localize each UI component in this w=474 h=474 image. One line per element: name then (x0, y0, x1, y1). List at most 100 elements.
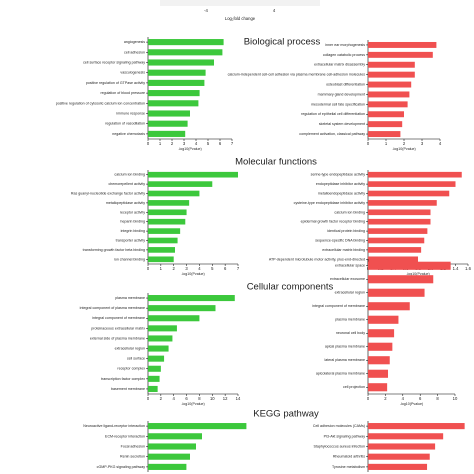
x-tick-label: 10 (210, 396, 215, 401)
x-tick-label: 7 (237, 266, 240, 271)
category-label: Rheumatoid arthritis (333, 455, 365, 459)
x-tick-label: 0 (147, 396, 150, 401)
bar (148, 190, 200, 197)
bar (148, 463, 187, 470)
bar (148, 315, 200, 322)
category-label: Ras guanyl-nucleotide exchange factor ac… (71, 191, 145, 195)
bar (148, 90, 200, 97)
category-label: Neuroactive ligand-receptor interaction (83, 424, 145, 428)
bar (368, 247, 422, 253)
category-label: skeletal system development (319, 122, 365, 126)
category-label: ATP-dependent microtubule motor activity… (269, 257, 365, 261)
category-label: receptor activity (120, 210, 145, 214)
bar (148, 295, 235, 302)
bar (368, 228, 428, 234)
volcano-plot-edge (160, 0, 320, 6)
category-label: Cell adhesion molecules (CAMs) (313, 424, 365, 428)
category-label: extracellular region (335, 291, 365, 295)
category-label: identical protein binding (327, 229, 365, 233)
category-label: apicolateral plasma membrane (316, 372, 365, 376)
category-label: angiogenesis (124, 40, 145, 44)
x-tick-label: 0 (147, 266, 150, 271)
bar (148, 49, 223, 56)
bar (148, 79, 205, 86)
x-tick-label: 1.6 (465, 266, 471, 271)
category-label: regulation of vasodilation (105, 122, 145, 126)
category-label: transcription factor complex (101, 377, 145, 381)
bar (368, 91, 410, 98)
section-title: Cellular components (247, 282, 334, 293)
x-axis-label: -log10(Pvalue) (181, 272, 204, 276)
x-tick-label: 3 (183, 141, 186, 146)
bar (148, 345, 169, 352)
category-label: inner ear morphogenesis (325, 43, 365, 47)
category-label: basement membrane (111, 387, 145, 391)
category-label: transporter activity (116, 238, 146, 242)
bar (368, 463, 428, 470)
bar (148, 365, 161, 372)
category-label: calcium-independent cell-cell adhesion v… (228, 73, 366, 77)
section-title: Molecular functions (235, 157, 317, 168)
bar (148, 385, 158, 392)
x-axis-label: -log10(Pvalue) (392, 147, 415, 151)
bar (148, 120, 188, 127)
category-label: cysteine-type endopeptidase inhibitor ac… (294, 201, 366, 205)
bar (368, 200, 437, 206)
x-tick-label: 14 (236, 396, 241, 401)
x-tick-label: 1 (160, 266, 163, 271)
category-label: neuronal cell body (336, 331, 365, 335)
category-label: epidermal growth factor receptor binding (301, 220, 365, 224)
bar (368, 288, 425, 297)
bar (368, 261, 451, 270)
bar (368, 218, 431, 225)
category-label: sequence-specific DNA binding (315, 238, 365, 242)
bar (148, 247, 175, 253)
section-title: Biological process (244, 37, 321, 48)
x-tick-label: 12 (223, 396, 228, 401)
bar (148, 59, 214, 66)
category-label: plasma membrane (115, 296, 145, 300)
category-label: integral component of plasma membrane (80, 306, 145, 310)
bar (368, 315, 399, 324)
category-label: apical plasma membrane (325, 345, 365, 349)
category-label: serine-type endopeptidase activity (311, 173, 366, 177)
x-tick-label: 0 (367, 141, 370, 146)
category-label: receptor complex (117, 367, 145, 371)
category-label: regulation of blood pressure (100, 91, 145, 95)
bar (148, 171, 238, 178)
category-label: complement activation, classical pathway (299, 132, 365, 136)
bar (148, 209, 187, 216)
bar (148, 100, 199, 107)
bar (368, 181, 456, 187)
x-tick-label: 8 (198, 396, 201, 401)
category-label: Tyrosine metabolism (332, 465, 365, 469)
x-axis-label: -log10(Pvalue) (181, 402, 204, 406)
bar (148, 305, 216, 312)
volcano-tick: -4 (204, 8, 208, 13)
x-tick-label: 2 (384, 396, 387, 401)
x-tick-label: 1 (159, 141, 162, 146)
category-label: cell surface (127, 357, 145, 361)
bar (148, 110, 190, 117)
x-tick-label: 5 (207, 141, 210, 146)
x-tick-label: 2 (403, 141, 406, 146)
category-label: heparin binding (120, 220, 145, 224)
x-tick-label: 10 (453, 396, 458, 401)
category-label: cGMP-PKG signaling pathway (97, 465, 146, 469)
x-tick-label: 4 (195, 141, 198, 146)
x-tick-label: 7 (231, 141, 234, 146)
category-label: negative chemotaxis (112, 132, 145, 136)
category-label: cell adhesion (124, 50, 145, 54)
x-tick-label: 6 (224, 266, 227, 271)
category-label: transforming growth factor beta binding (83, 248, 145, 252)
category-label: extracellular region (115, 347, 145, 351)
bar (368, 342, 393, 351)
x-axis-label: -log10(Pvalue) (406, 272, 429, 276)
bar (368, 433, 444, 440)
bar (148, 256, 174, 263)
bar (368, 71, 415, 78)
category-label: extracellular space (335, 264, 365, 268)
bar (368, 209, 431, 216)
